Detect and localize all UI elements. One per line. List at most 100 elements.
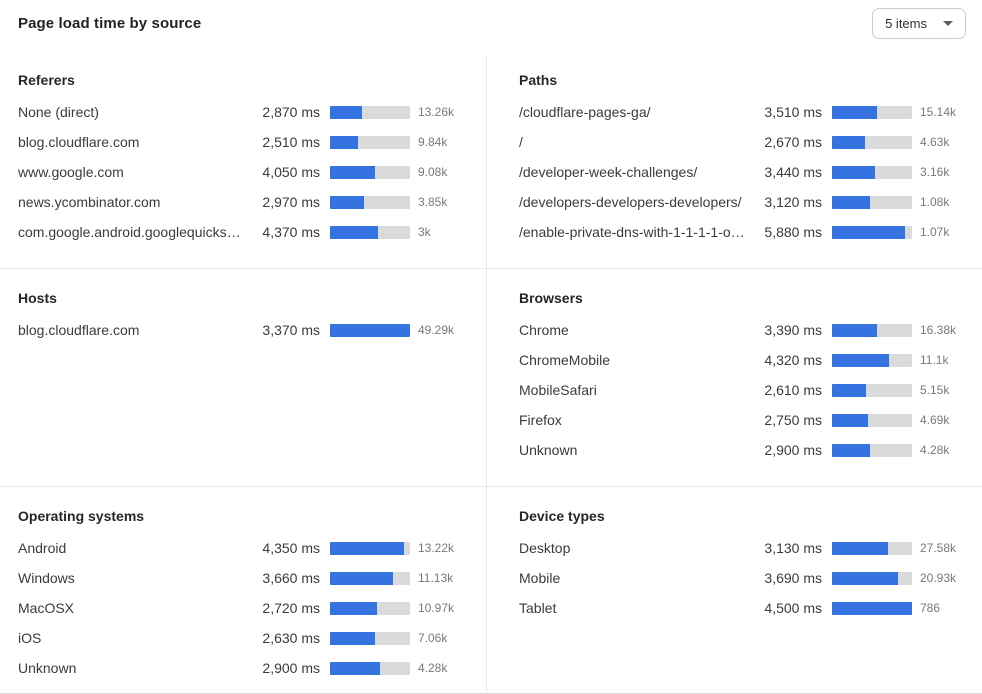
table-row[interactable]: /developer-week-challenges/ 3,440 ms 3.1… (519, 157, 966, 187)
row-count: 16.38k (920, 323, 957, 337)
section: Paths /cloudflare-pages-ga/ 3,510 ms 15.… (486, 55, 982, 268)
row-label: / (519, 134, 523, 150)
table-row[interactable]: / 2,670 ms 4.63k (519, 127, 966, 157)
row-label: blog.cloudflare.com (18, 134, 140, 150)
bar-fill (832, 571, 899, 585)
table-row[interactable]: Android 4,350 ms 13.22k (18, 533, 464, 563)
table-row[interactable]: www.google.com 4,050 ms 9.08k (18, 157, 464, 187)
table-row[interactable]: /cloudflare-pages-ga/ 3,510 ms 15.14k (519, 97, 966, 127)
table-row[interactable]: Unknown 2,900 ms 4.28k (519, 435, 966, 465)
table-row[interactable]: Tablet 4,500 ms 786 (519, 593, 966, 623)
table-row[interactable]: blog.cloudflare.com 2,510 ms 9.84k (18, 127, 464, 157)
section-title: Operating systems (18, 508, 145, 524)
row-ms-value: 2,750 ms (764, 412, 822, 428)
bar-track (832, 383, 912, 397)
bar-fill (330, 571, 394, 585)
section-rows: /cloudflare-pages-ga/ 3,510 ms 15.14k / … (519, 97, 966, 247)
bar-track (832, 225, 912, 239)
table-row[interactable]: None (direct) 2,870 ms 13.26k (18, 97, 464, 127)
table-row[interactable]: ChromeMobile 4,320 ms 11.1k (519, 345, 966, 375)
row-ms-value: 3,370 ms (262, 322, 320, 338)
table-row[interactable]: MacOSX 2,720 ms 10.97k (18, 593, 464, 623)
bar-fill (832, 383, 866, 397)
row-ms-value: 4,500 ms (764, 600, 822, 616)
table-row[interactable]: Windows 3,660 ms 11.13k (18, 563, 464, 593)
table-row[interactable]: Firefox 2,750 ms 4.69k (519, 405, 966, 435)
bar-fill (832, 353, 889, 367)
row-ms-value: 2,970 ms (262, 194, 320, 210)
row-ms-value: 2,670 ms (764, 134, 822, 150)
row-count: 5.15k (920, 383, 950, 397)
row-count: 11.1k (920, 353, 949, 367)
items-count-dropdown[interactable]: 5 items (872, 8, 966, 39)
table-row[interactable]: Desktop 3,130 ms 27.58k (519, 533, 966, 563)
bar-track (832, 413, 912, 427)
section-title: Browsers (519, 290, 583, 306)
bar-fill (330, 323, 410, 337)
row-ms-value: 2,720 ms (262, 600, 320, 616)
table-row[interactable]: news.ycombinator.com 2,970 ms 3.85k (18, 187, 464, 217)
section-title: Paths (519, 72, 558, 88)
row-ms-value: 4,320 ms (764, 352, 822, 368)
row-label: Mobile (519, 570, 561, 586)
page-title: Page load time by source (18, 15, 202, 32)
row-count: 49.29k (418, 323, 455, 337)
row-label: www.google.com (18, 164, 124, 180)
bar-fill (832, 105, 877, 119)
section-rows: None (direct) 2,870 ms 13.26k blog.cloud… (18, 97, 464, 247)
section: Operating systems Android 4,350 ms 13.22… (0, 486, 486, 693)
row-ms-value: 2,610 ms (764, 382, 822, 398)
table-row[interactable]: Chrome 3,390 ms 16.38k (519, 315, 966, 345)
table-row[interactable]: MobileSafari 2,610 ms 5.15k (519, 375, 966, 405)
row-count: 3.16k (920, 165, 950, 179)
table-row[interactable]: com.google.android.googlequicksearc… 4,3… (18, 217, 464, 247)
row-label: None (direct) (18, 104, 99, 120)
table-row[interactable]: Unknown 2,900 ms 4.28k (18, 653, 464, 683)
row-count: 10.97k (418, 601, 455, 615)
row-count: 13.26k (418, 105, 455, 119)
table-row[interactable]: blog.cloudflare.com 3,370 ms 49.29k (18, 315, 464, 345)
table-row[interactable]: iOS 2,630 ms 7.06k (18, 623, 464, 653)
row-ms-value: 3,660 ms (262, 570, 320, 586)
bar-track (832, 571, 912, 585)
row-count: 4.69k (920, 413, 950, 427)
row-label: Tablet (519, 600, 557, 616)
row-label: MacOSX (18, 600, 75, 616)
row-count: 27.58k (920, 541, 957, 555)
section-title: Hosts (18, 290, 57, 306)
bar-track (832, 601, 912, 615)
bar-fill (330, 105, 362, 119)
bar-track (330, 135, 410, 149)
table-row[interactable]: /enable-private-dns-with-1-1-1-1-on-… 5,… (519, 217, 966, 247)
row-label: Desktop (519, 540, 571, 556)
bar-fill (832, 413, 868, 427)
bar-fill (832, 541, 888, 555)
section-rows: Desktop 3,130 ms 27.58k Mobile 3,690 ms … (519, 533, 966, 623)
row-count: 1.08k (920, 195, 950, 209)
section: Browsers Chrome 3,390 ms 16.38k ChromeMo… (486, 268, 982, 486)
bar-fill (330, 541, 405, 555)
bar-track (330, 105, 410, 119)
row-ms-value: 4,370 ms (262, 224, 320, 240)
row-label: /developers-developers-developers/ (519, 194, 742, 210)
table-row[interactable]: /developers-developers-developers/ 3,120… (519, 187, 966, 217)
row-label: com.google.android.googlequicksearc… (18, 224, 248, 240)
row-count: 11.13k (418, 571, 454, 585)
row-ms-value: 3,690 ms (764, 570, 822, 586)
bar-fill (832, 601, 912, 615)
row-count: 3.85k (418, 195, 448, 209)
card-header: Page load time by source 5 items (0, 0, 982, 55)
bar-track (832, 541, 912, 555)
bar-track (832, 323, 912, 337)
bar-fill (330, 601, 378, 615)
row-label: ChromeMobile (519, 352, 611, 368)
bar-track (330, 661, 410, 675)
row-label: /cloudflare-pages-ga/ (519, 104, 651, 120)
row-ms-value: 2,630 ms (262, 630, 320, 646)
bar-fill (330, 135, 358, 149)
row-label: Unknown (18, 660, 77, 676)
section-title: Device types (519, 508, 605, 524)
row-ms-value: 2,510 ms (262, 134, 320, 150)
table-row[interactable]: Mobile 3,690 ms 20.93k (519, 563, 966, 593)
